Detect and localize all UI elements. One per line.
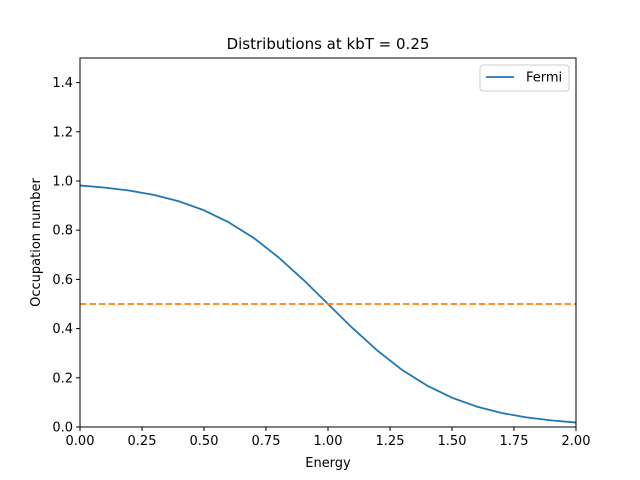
x-axis-ticks: 0.00 0.25 0.50 0.75 1.00 1.25 1.50 1.75 2.00 (66, 427, 591, 449)
x-tick-label: 1.25 (376, 434, 405, 449)
x-tick-label: 1.75 (500, 434, 529, 449)
x-tick-label: 0.50 (190, 434, 219, 449)
legend-box (479, 64, 570, 92)
y-tick-label: 1.2 (52, 125, 73, 140)
x-tick-label: 1.00 (314, 434, 343, 449)
x-tick-label: 0.25 (128, 434, 157, 449)
x-tick-label: 0.75 (252, 434, 281, 449)
axes-background (80, 58, 576, 427)
y-tick-label: 0.0 (52, 421, 73, 436)
x-tick-label: 1.50 (438, 434, 467, 449)
x-tick-label: 0.00 (66, 434, 95, 449)
y-tick-label: 1.0 (52, 175, 73, 190)
x-tick-label: 2.00 (562, 434, 591, 449)
y-axis-ticks: 0.0 0.2 0.4 0.6 0.8 1.0 1.2 1.4 (52, 76, 80, 436)
legend: Fermi (479, 64, 570, 92)
y-tick-label: 0.2 (52, 371, 73, 386)
y-tick-label: 0.8 (52, 224, 73, 239)
x-axis-label: Energy (305, 456, 351, 471)
y-axis-label: Occupation number (29, 177, 44, 306)
y-tick-label: 1.4 (52, 76, 73, 91)
chart-title: Distributions at kbT = 0.25 (227, 35, 430, 53)
y-tick-label: 0.4 (52, 322, 73, 337)
series-layer (79, 184, 577, 424)
y-tick-label: 0.6 (52, 273, 73, 288)
legend-fermi-label: Fermi (526, 71, 562, 86)
plot-area (79, 57, 577, 428)
